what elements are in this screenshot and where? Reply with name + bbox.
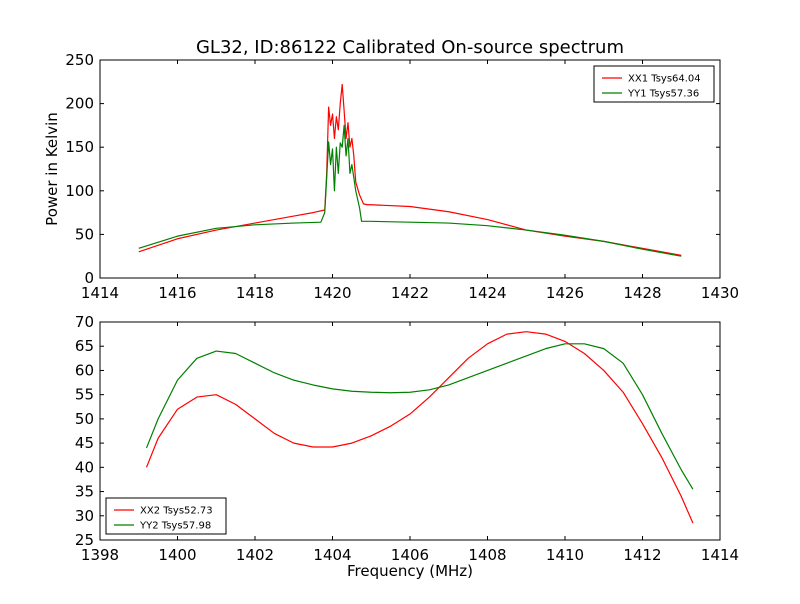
x-tick-label: 1412 [623, 546, 661, 564]
series-line-2-1 [145, 331, 694, 524]
legend: XX2 Tsys52.73 YY2 Tsys57.98 [105, 497, 227, 535]
panel-2: 1398 1400 1402 1404 1406 1408 1410 1412 1414 25 30… [75, 313, 739, 580]
series-line-1-2 [138, 124, 682, 257]
x-tick-label: 1414 [701, 546, 739, 564]
x-tick-label: 1410 [546, 546, 584, 564]
y-tick-label: 50 [75, 410, 94, 428]
x-tick-label: 1402 [236, 546, 274, 564]
y-tick-label: 50 [75, 225, 94, 243]
x-tick-label: 1408 [468, 546, 506, 564]
x-tick-label: 1400 [158, 546, 196, 564]
x-tick-label: 1398 [81, 546, 119, 564]
x-axis-title: Frequency (MHz) [347, 562, 473, 580]
y-tick-label: 40 [75, 458, 94, 476]
y-tick-label: 55 [75, 386, 94, 404]
y-tick-label: 250 [65, 51, 94, 69]
y-tick-label: 150 [65, 138, 94, 156]
x-tick-label: 1422 [391, 284, 429, 302]
legend: XX1 Tsys64.04 YY1 Tsys57.36 [593, 65, 715, 103]
legend-label: XX1 Tsys64.04 [628, 74, 701, 85]
x-tick-label: 1424 [468, 284, 506, 302]
y-tick-label: 45 [75, 434, 94, 452]
legend-box [105, 497, 227, 535]
legend-label: XX2 Tsys52.73 [140, 506, 213, 517]
x-tick-label: 1406 [391, 546, 429, 564]
figure-title: GL32, ID:86122 Calibrated On-source spec… [196, 37, 624, 58]
x-tick-label: 1426 [546, 284, 584, 302]
x-tick-label: 1416 [158, 284, 196, 302]
series-line-2-2 [145, 343, 694, 490]
x-tick-label: 1430 [701, 284, 739, 302]
series-line-1-1 [138, 83, 682, 256]
x-tick-label: 1418 [236, 284, 274, 302]
x-tick-label: 1414 [81, 284, 119, 302]
y-tick-label: 0 [84, 269, 94, 287]
x-tick-label: 1428 [623, 284, 661, 302]
y-tick-label: 65 [75, 337, 94, 355]
legend-label: YY1 Tsys57.36 [627, 89, 699, 100]
y-tick-label: 25 [75, 531, 94, 549]
legend-label: YY2 Tsys57.98 [139, 521, 211, 532]
x-tick-label: 1404 [313, 546, 351, 564]
x-tick-label: 1420 [313, 284, 351, 302]
panel-1: 1414 1416 1418 1420 1422 1424 1426 1428 1430 0 50 1… [43, 51, 739, 302]
legend-box [593, 65, 715, 103]
y-tick-label: 200 [65, 95, 94, 113]
y-tick-label: 70 [75, 313, 94, 331]
y-tick-label: 100 [65, 182, 94, 200]
y-tick-label: 30 [75, 507, 94, 525]
y-tick-label: 35 [75, 483, 94, 501]
y-axis-title: Power in Kelvin [43, 112, 61, 226]
y-tick-label: 60 [75, 361, 94, 379]
